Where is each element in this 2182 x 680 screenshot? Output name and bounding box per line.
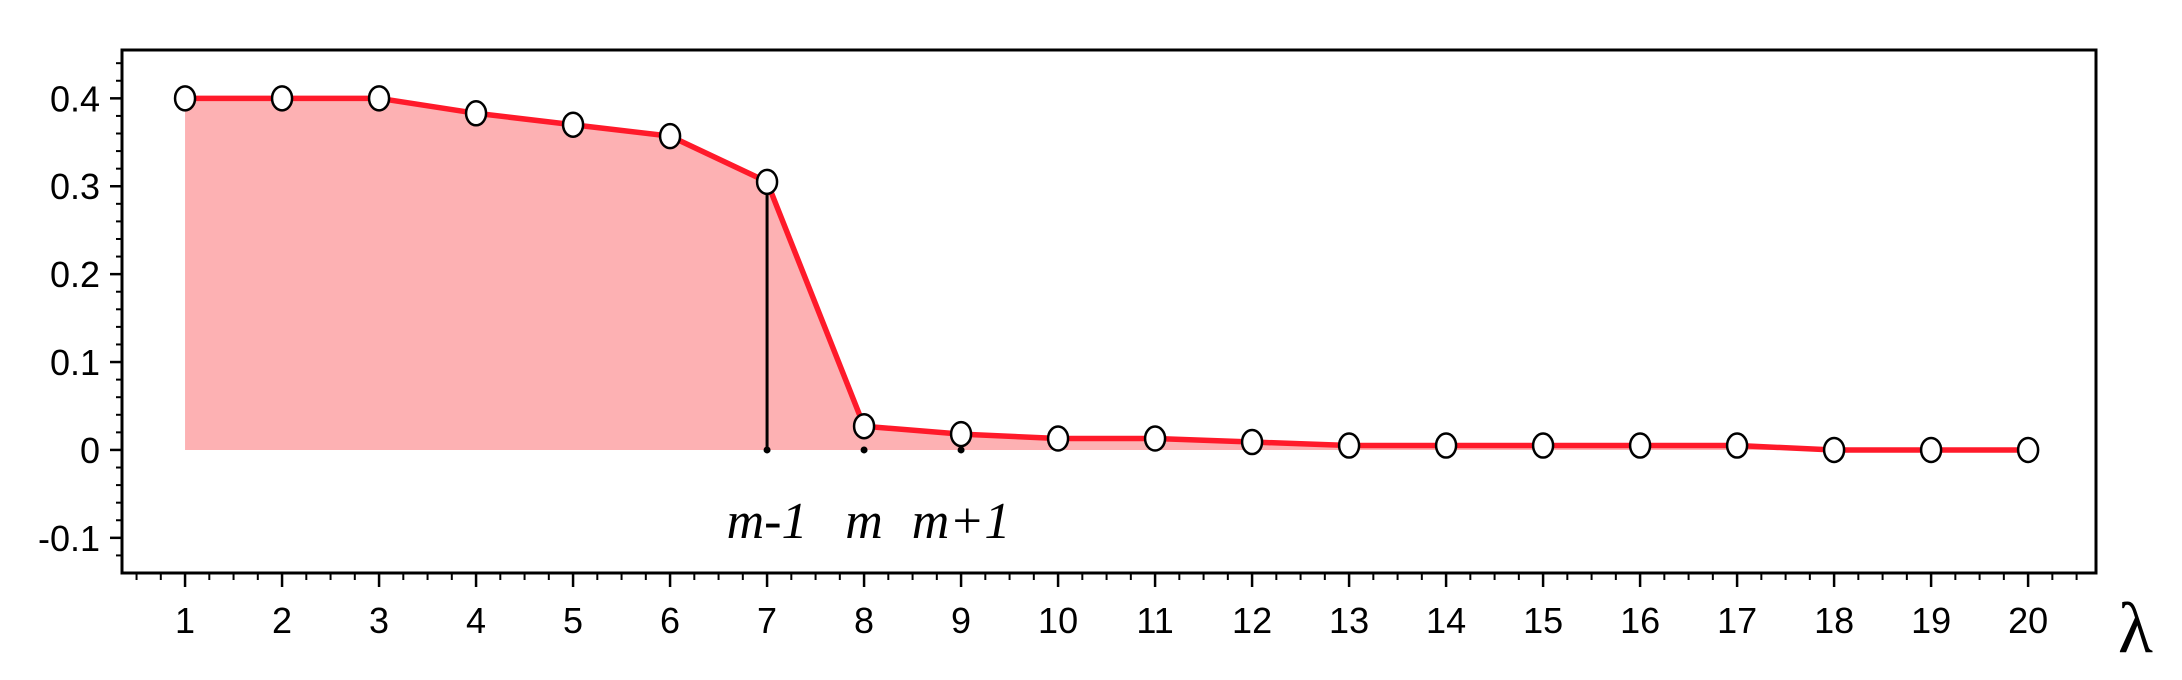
data-point [1434,432,1458,459]
data-point [1143,425,1167,452]
data-point [1919,436,1943,464]
data-point [270,85,294,112]
x-tick-label: 15 [1523,600,1563,641]
data-point [173,85,197,112]
x-tick-label: 16 [1620,600,1660,641]
x-tick-label: 11 [1136,600,1173,641]
x-tick-label: 19 [1911,600,1951,641]
y-tick-label: 0.2 [50,254,100,295]
data-point [658,122,682,150]
series-layer [173,85,2040,464]
x-tick-label: 14 [1426,600,1466,641]
x-tick-label: 10 [1038,600,1078,641]
data-point [367,85,391,112]
data-point [464,100,488,127]
x-tick-label: 20 [2008,600,2048,641]
x-tick-label: 13 [1329,600,1369,641]
x-tick-label: 6 [660,600,680,641]
data-point [2016,436,2040,464]
data-point [1725,432,1749,459]
y-tick-label: 0.3 [50,166,100,207]
data-point [1531,432,1555,459]
area-fill-layer [185,98,2029,450]
data-point [852,412,876,440]
data-point [1337,432,1361,459]
x-tick-label: 3 [369,600,389,641]
x-tick-label: 2 [272,600,292,641]
baseline-dot [763,446,771,454]
y-tick-label: -0.1 [38,518,100,559]
x-tick-label: 17 [1717,600,1757,641]
annotation-layer: m-1 m m+1 [727,493,1011,550]
y-tick-label: 0.1 [50,342,100,383]
x-tick-label: 1 [175,600,195,641]
data-point [1822,436,1846,464]
x-tick-label: 8 [854,600,874,641]
x-tick-label: 18 [1814,600,1854,641]
y-tick-label: 0.4 [50,78,100,119]
annotation-label: m+1 [912,493,1011,550]
baseline-dot [957,446,965,454]
series-line [185,95,2029,453]
x-tick-label: 12 [1232,600,1272,641]
data-point [1046,425,1070,452]
x-axis-label: λ [2118,588,2153,668]
baseline-dot [860,446,868,454]
x-tick-label: 7 [757,600,777,641]
y-tick-label: 0 [80,430,100,471]
annotation-label: m [845,493,883,550]
data-point [1240,428,1264,456]
plot-frame [120,48,2098,575]
data-point [949,420,973,448]
area-fill [185,98,2029,450]
x-tick-label: 5 [563,600,583,641]
x-tick-label: 4 [466,600,486,641]
axes-layer: -0.100.10.20.30.41 2 3 4 5 6 7 8 9 10 11 12 13 14 15 16… [38,62,2078,641]
data-point [561,111,585,138]
vertical-marker-layer [763,181,965,454]
x-tick-label: 9 [951,600,971,641]
data-point [1628,432,1652,459]
annotation-label: m-1 [727,493,808,550]
data-point [755,168,779,196]
